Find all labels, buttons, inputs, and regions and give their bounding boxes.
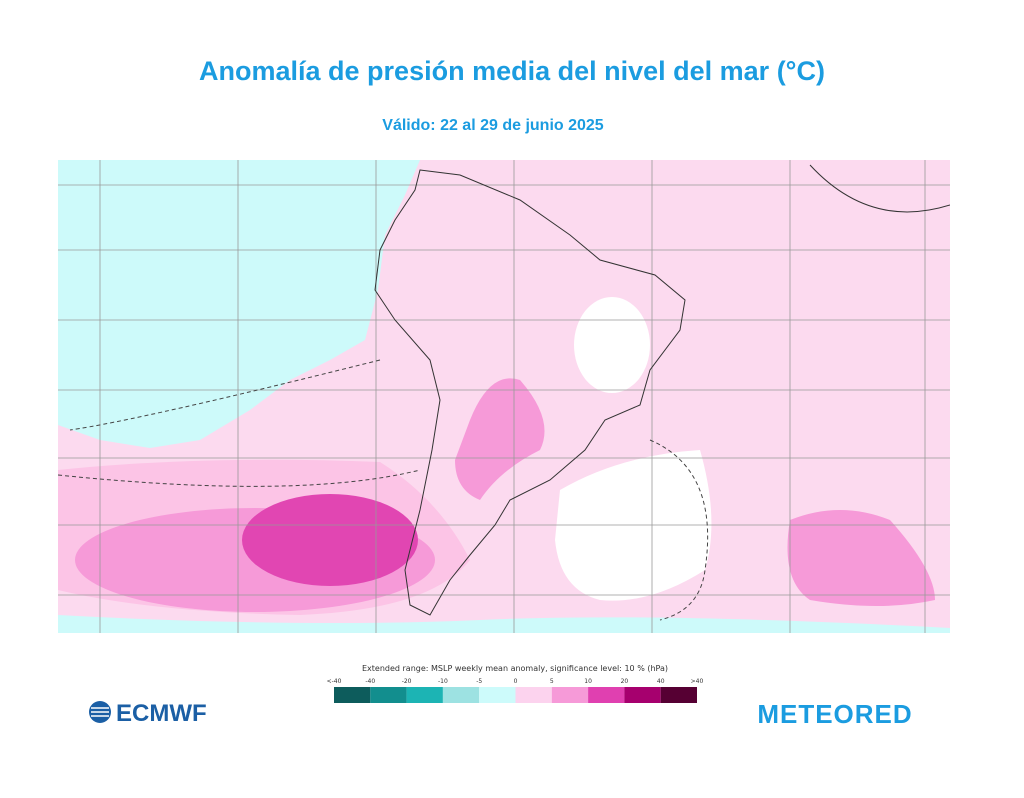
legend-swatch	[370, 687, 407, 703]
legend-swatch	[479, 687, 516, 703]
legend-swatch	[515, 687, 552, 703]
legend-label: 20	[621, 678, 629, 685]
legend-swatch	[442, 687, 480, 703]
legend-label: 0	[514, 678, 518, 685]
legend-label: 40	[657, 678, 665, 685]
legend: <-40 -40 -20 -10 -5 0 5 10 20 40 >40	[327, 678, 704, 703]
legend-caption: Extended range: MSLP weekly mean anomaly…	[362, 664, 668, 673]
contour	[58, 469, 421, 487]
legend-swatch	[588, 687, 625, 703]
negative-anomaly	[58, 160, 420, 448]
logo-icon	[91, 707, 109, 717]
legend-swatch	[660, 687, 697, 703]
neutral-area	[574, 297, 650, 393]
coastline	[809, 164, 950, 213]
negative-anomaly	[58, 615, 950, 633]
legend-swatch	[551, 687, 589, 703]
legend-label: -40	[365, 678, 375, 685]
coastline	[374, 169, 686, 616]
legend-label: >40	[691, 678, 704, 685]
legend-swatch	[624, 687, 661, 703]
positive-anomaly	[455, 378, 545, 500]
positive-anomaly	[787, 510, 935, 606]
logo-text: ECMWF	[116, 700, 207, 727]
legend-label: 5	[550, 678, 554, 685]
legend-swatch	[406, 687, 443, 703]
strong-positive-anomaly	[242, 494, 418, 586]
legend-label: -20	[402, 678, 412, 685]
ecmwf-logo: ECMWF	[89, 700, 207, 727]
legend-label: 10	[584, 678, 592, 685]
subtitle: Válido: 22 al 29 de junio 2025	[382, 117, 604, 134]
contour	[649, 439, 709, 621]
legend-label: -10	[438, 678, 448, 685]
legend-label: -5	[476, 678, 482, 685]
legend-swatch	[334, 687, 371, 703]
title: Anomalía de presión media del nivel del …	[199, 56, 825, 86]
logo-text: METEORED	[757, 699, 912, 729]
contour	[69, 359, 381, 431]
legend-label: <-40	[327, 678, 342, 685]
map	[58, 160, 950, 633]
grid	[58, 160, 950, 633]
